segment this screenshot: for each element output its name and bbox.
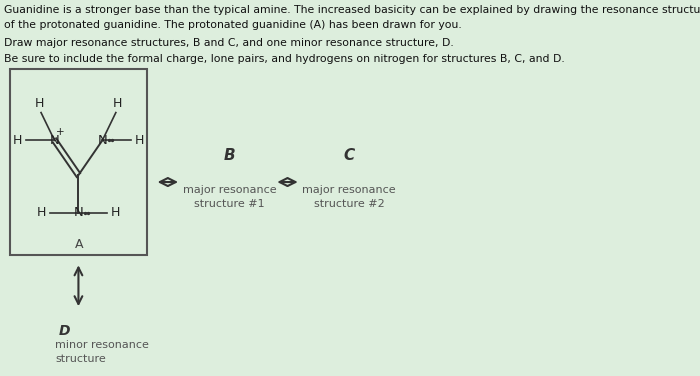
Text: major resonance: major resonance: [302, 185, 396, 195]
Text: C: C: [344, 148, 355, 163]
Text: structure #2: structure #2: [314, 199, 384, 209]
Text: A: A: [75, 238, 83, 251]
Text: Be sure to include the formal charge, lone pairs, and hydrogens on nitrogen for : Be sure to include the formal charge, lo…: [4, 54, 565, 64]
Text: N: N: [74, 206, 83, 219]
Text: H: H: [35, 97, 44, 109]
Text: N: N: [97, 134, 107, 147]
Text: H: H: [111, 206, 120, 219]
Text: B: B: [224, 148, 235, 163]
Bar: [10, 69, 147, 255]
Text: H: H: [113, 97, 122, 109]
Text: N: N: [50, 134, 60, 147]
Text: structure #1: structure #1: [194, 199, 265, 209]
Text: major resonance: major resonance: [183, 185, 276, 195]
Text: structure: structure: [55, 354, 106, 364]
Text: minor resonance: minor resonance: [55, 340, 149, 350]
Text: H: H: [134, 134, 144, 147]
Text: H: H: [37, 206, 46, 219]
Text: H: H: [13, 134, 22, 147]
Text: of the protonated guanidine. The protonated guanidine (A) has been drawn for you: of the protonated guanidine. The protona…: [4, 20, 462, 30]
Text: Guanidine is a stronger base than the typical amine. The increased basicity can : Guanidine is a stronger base than the ty…: [4, 5, 700, 15]
Text: D: D: [59, 324, 71, 338]
Text: Draw major resonance structures, B and C, and one minor resonance structure, D.: Draw major resonance structures, B and C…: [4, 38, 454, 48]
Text: +: +: [56, 127, 65, 137]
